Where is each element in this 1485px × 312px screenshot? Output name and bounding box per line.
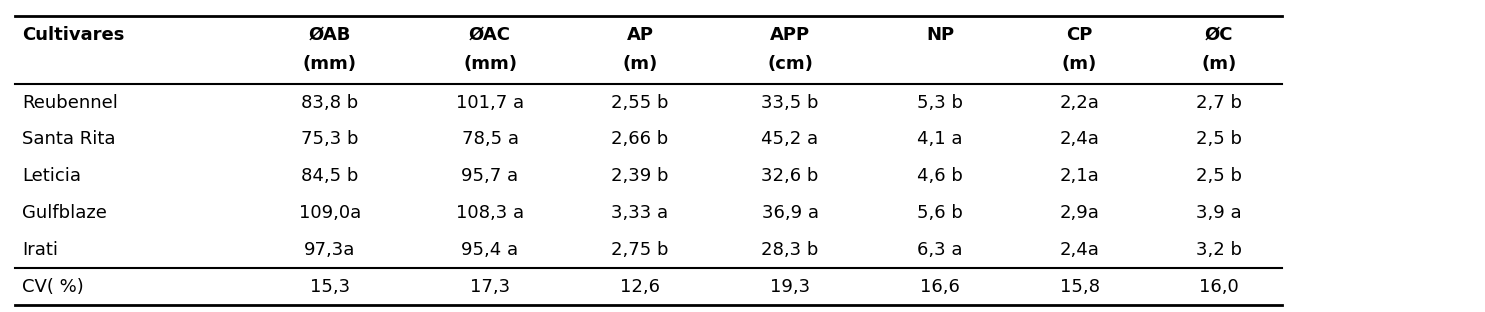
Text: (mm): (mm) [303,55,356,73]
Text: 2,1a: 2,1a [1060,167,1099,185]
Text: 2,39 b: 2,39 b [612,167,668,185]
Text: 28,3 b: 28,3 b [762,241,818,259]
Text: 16,6: 16,6 [921,278,959,296]
Text: 4,6 b: 4,6 b [918,167,962,185]
Text: ØAC: ØAC [469,26,511,44]
Text: CP: CP [1066,26,1093,44]
Text: 6,3 a: 6,3 a [918,241,962,259]
Text: 12,6: 12,6 [621,278,659,296]
Text: 101,7 a: 101,7 a [456,94,524,112]
Text: 5,6 b: 5,6 b [918,204,962,222]
Text: 83,8 b: 83,8 b [301,94,358,112]
Text: 75,3 b: 75,3 b [301,130,358,149]
Text: 16,0: 16,0 [1200,278,1238,296]
Text: 95,7 a: 95,7 a [462,167,518,185]
Text: 2,2a: 2,2a [1060,94,1099,112]
Text: 2,66 b: 2,66 b [612,130,668,149]
Text: 2,9a: 2,9a [1060,204,1099,222]
Text: 2,75 b: 2,75 b [612,241,668,259]
Text: Reubennel: Reubennel [22,94,119,112]
Text: (m): (m) [622,55,658,73]
Text: Irati: Irati [22,241,58,259]
Text: 19,3: 19,3 [769,278,811,296]
Text: 45,2 a: 45,2 a [762,130,818,149]
Text: 95,4 a: 95,4 a [462,241,518,259]
Text: 3,9 a: 3,9 a [1197,204,1241,222]
Text: 36,9 a: 36,9 a [762,204,818,222]
Text: CV( %): CV( %) [22,278,85,296]
Text: 33,5 b: 33,5 b [762,94,818,112]
Text: Cultivares: Cultivares [22,26,125,44]
Text: 97,3a: 97,3a [304,241,355,259]
Text: Gulfblaze: Gulfblaze [22,204,107,222]
Text: ØC: ØC [1204,26,1234,44]
Text: 2,55 b: 2,55 b [612,94,668,112]
Text: (cm): (cm) [768,55,812,73]
Text: 2,7 b: 2,7 b [1197,94,1241,112]
Text: Santa Rita: Santa Rita [22,130,116,149]
Text: (mm): (mm) [463,55,517,73]
Text: NP: NP [927,26,953,44]
Text: 84,5 b: 84,5 b [301,167,358,185]
Text: (m): (m) [1062,55,1097,73]
Text: 15,8: 15,8 [1060,278,1099,296]
Text: (m): (m) [1201,55,1237,73]
Text: Leticia: Leticia [22,167,82,185]
Text: 2,4a: 2,4a [1060,130,1099,149]
Text: 108,3 a: 108,3 a [456,204,524,222]
Text: AP: AP [627,26,653,44]
Text: 3,2 b: 3,2 b [1197,241,1241,259]
Text: 78,5 a: 78,5 a [462,130,518,149]
Text: 4,1 a: 4,1 a [918,130,962,149]
Text: 5,3 b: 5,3 b [918,94,962,112]
Text: 15,3: 15,3 [309,278,350,296]
Text: 2,4a: 2,4a [1060,241,1099,259]
Text: 17,3: 17,3 [469,278,511,296]
Text: 2,5 b: 2,5 b [1197,130,1241,149]
Text: 109,0a: 109,0a [298,204,361,222]
Text: APP: APP [769,26,811,44]
Text: 3,33 a: 3,33 a [612,204,668,222]
Text: 32,6 b: 32,6 b [762,167,818,185]
Text: ØAB: ØAB [309,26,350,44]
Text: 2,5 b: 2,5 b [1197,167,1241,185]
